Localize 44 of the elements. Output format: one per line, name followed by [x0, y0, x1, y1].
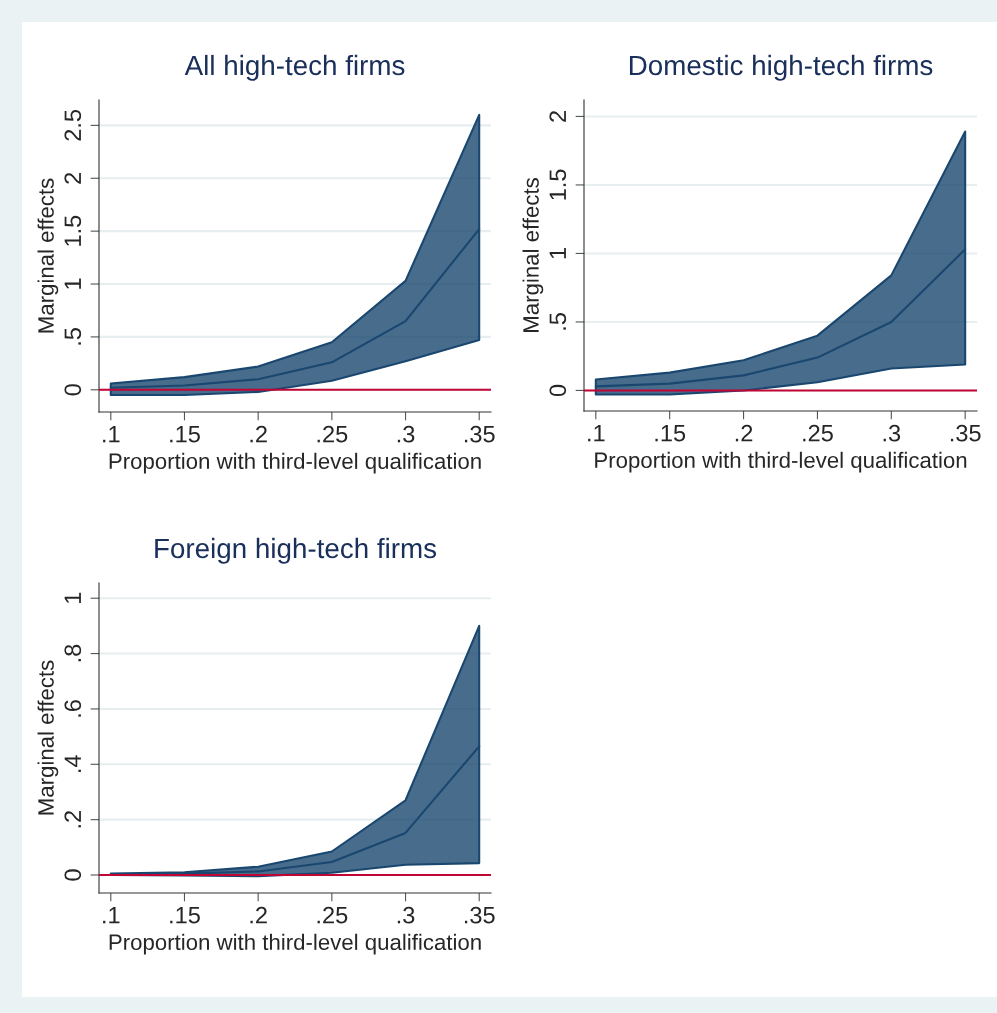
y-tick-label: 2	[64, 172, 81, 184]
chart-title: All high-tech firms	[184, 54, 405, 81]
y-tick-label: 0	[64, 384, 82, 396]
y-tick-label: 1	[64, 278, 81, 289]
x-tick-label: .15	[655, 425, 686, 442]
y-tick-label: .5	[64, 328, 82, 345]
x-tick-label: .1	[103, 426, 120, 443]
y-tick-label: .6	[64, 700, 82, 717]
y-tick-label: 1	[549, 248, 566, 259]
x-axis-title: Proportion with third-level qualification	[595, 451, 967, 473]
y-tick-label: 1.5	[64, 215, 82, 246]
x-tick-label: .35	[950, 424, 981, 442]
x-tick-label: .2	[250, 906, 267, 924]
x-tick-label: .25	[803, 424, 833, 442]
x-tick-label: .2	[735, 424, 753, 442]
y-tick-label: 1.5	[549, 169, 567, 200]
x-tick-label: .15	[170, 907, 200, 924]
y-tick-label: .5	[549, 313, 567, 330]
y-axis-title: Marginal effects	[522, 178, 544, 332]
x-tick-label: .25	[317, 906, 348, 924]
x-tick-label: .35	[464, 425, 495, 443]
y-tick-label: 2	[549, 111, 566, 122]
chart-title: Domestic high-tech firms	[629, 54, 933, 81]
x-tick-label: .3	[883, 424, 901, 442]
y-axis-title: Marginal effects	[37, 660, 59, 815]
x-tick-label: .2	[250, 425, 267, 443]
y-tick-label: .8	[64, 644, 82, 662]
x-tick-label: .25	[317, 425, 348, 443]
x-tick-label: .1	[103, 907, 120, 924]
x-tick-label: .3	[397, 906, 415, 924]
x-tick-label: .3	[397, 425, 415, 443]
x-tick-label: .35	[464, 906, 495, 924]
y-tick-label: .2	[64, 810, 81, 828]
x-tick-label: .1	[588, 425, 605, 442]
y-tick-label: 2.5	[64, 109, 82, 141]
chart-title: Foreign high-tech firms	[155, 537, 437, 564]
x-axis-title: Proportion with third-level qualification	[109, 452, 481, 474]
y-tick-label: 0	[64, 869, 82, 881]
y-tick-label: .4	[64, 755, 81, 772]
y-tick-label: 0	[549, 384, 567, 397]
x-axis-title: Proportion with third-level qualification	[109, 933, 481, 955]
y-tick-label: 1	[64, 592, 81, 603]
x-tick-label: .15	[170, 426, 200, 443]
y-axis-title: Marginal effects	[37, 178, 59, 333]
